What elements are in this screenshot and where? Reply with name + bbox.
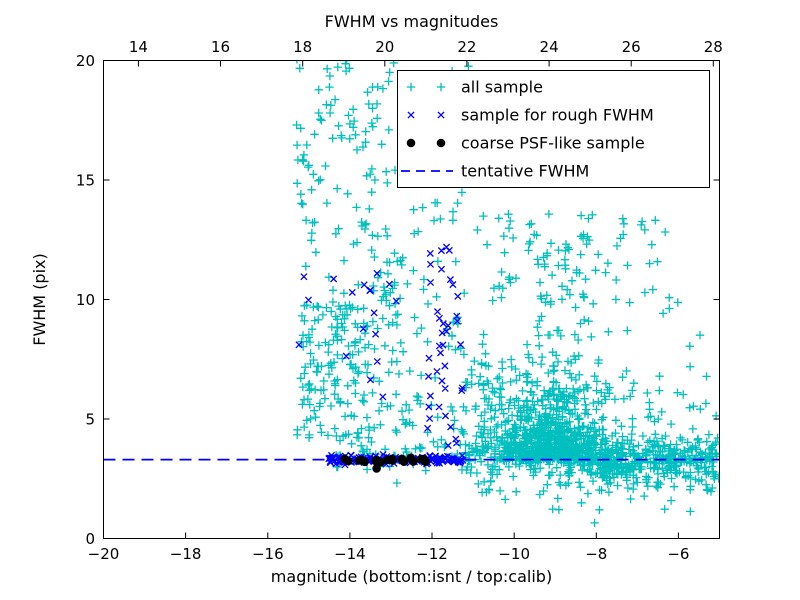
- x-bottom-tick-label: −8: [585, 545, 607, 563]
- x-top-tick-label: 26: [622, 38, 641, 56]
- legend-marker-coarse-psf-like-sample: [436, 138, 446, 148]
- y-tick-label: 10: [76, 291, 95, 309]
- x-top-tick-label: 20: [375, 38, 394, 56]
- x-top-tick-label: 18: [293, 38, 312, 56]
- legend-label-sample-for-rough-fwhm: sample for rough FWHM: [461, 106, 654, 125]
- plot-generated: −20 −18 −16 −14 −12 −10 −8 −6 14 16 18 20 22 24 26 28 0 5…: [76, 38, 723, 563]
- legend-label-all-sample: all sample: [461, 78, 543, 97]
- legend-label-tentative-fwhm: tentative FWHM: [461, 162, 589, 181]
- x-axis-label: magnitude (bottom:isnt / top:calib): [271, 567, 552, 586]
- y-tick-label: 15: [76, 172, 95, 190]
- chart-title: FWHM vs magnitudes: [325, 12, 499, 31]
- x-bottom-tick-label: −16: [252, 545, 284, 563]
- axis-ticks: [103, 60, 720, 539]
- legend-marker-coarse-psf-like-sample: [406, 138, 416, 148]
- y-tick-label: 5: [85, 411, 95, 429]
- legend: all sample sample for rough FWHM coarse PS…: [397, 70, 710, 188]
- x-top-tick-label: 24: [540, 38, 559, 56]
- x-bottom-tick-label: −20: [88, 545, 120, 563]
- x-top-tick-label: 28: [704, 38, 723, 56]
- y-tick-label: 20: [76, 52, 95, 70]
- legend-marker-sample-for-rough-fwhm: [407, 111, 445, 119]
- x-bottom-tick-label: −6: [667, 545, 689, 563]
- legend-marker-all-sample: [406, 82, 446, 92]
- legend-label-coarse-psf-like-sample: coarse PSF-like sample: [461, 134, 645, 153]
- y-tick-label: 0: [85, 530, 95, 548]
- legend-box: [397, 70, 710, 188]
- x-bottom-tick-label: −14: [334, 545, 366, 563]
- scatter-series-coarse-psf-like-sample: [340, 453, 430, 473]
- x-top-tick-label: 14: [129, 38, 148, 56]
- x-top-tick-label: 16: [211, 38, 230, 56]
- x-bottom-tick-label: −18: [170, 545, 202, 563]
- x-bottom-tick-label: −12: [416, 545, 448, 563]
- y-axis-label: FWHM (pix): [30, 253, 49, 346]
- x-bottom-tick-label: −10: [498, 545, 530, 563]
- x-top-tick-label: 22: [457, 38, 476, 56]
- plot-area: [103, 60, 720, 528]
